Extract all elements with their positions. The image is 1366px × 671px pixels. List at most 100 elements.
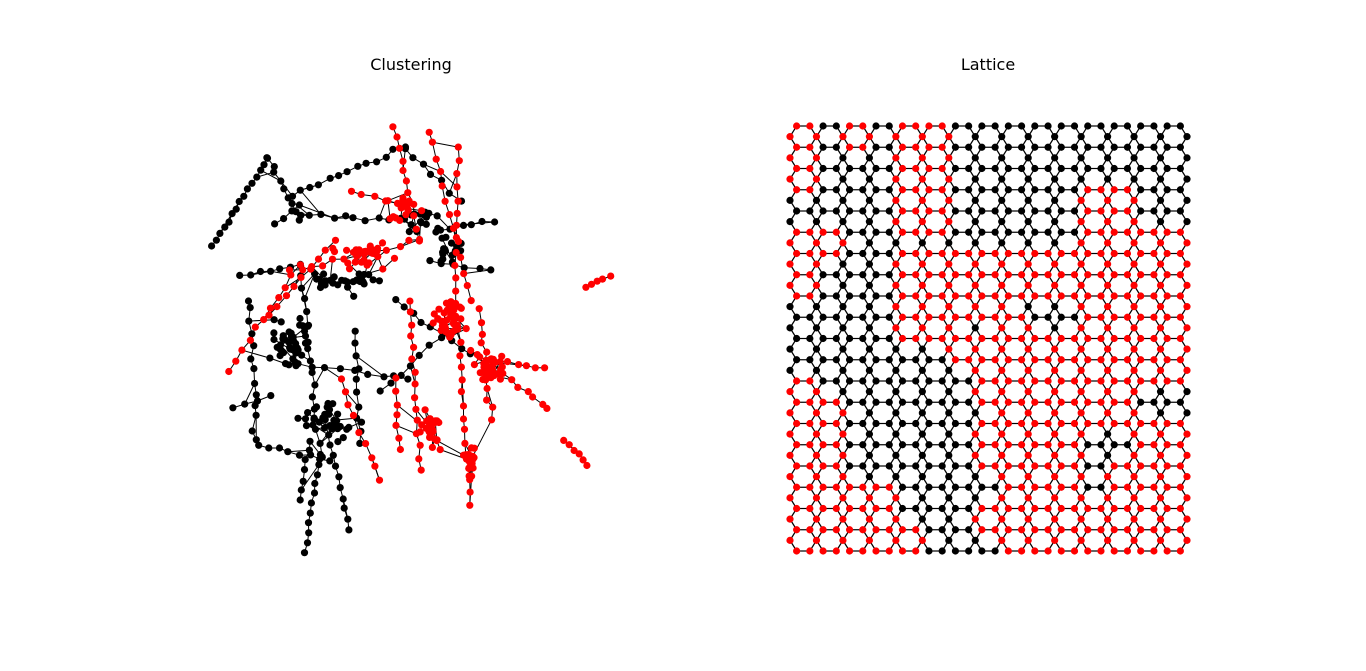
lattice-node-black [918, 451, 926, 459]
lattice-node-red [912, 526, 920, 534]
lattice-node-black [1183, 218, 1191, 226]
lattice-node-red [1070, 356, 1079, 364]
clustering-node-red [406, 308, 414, 316]
clustering-node-red [384, 197, 392, 205]
lattice-node-red [865, 536, 874, 544]
lattice-node-red [1163, 334, 1171, 343]
lattice-node-black [832, 334, 840, 343]
lattice-node-red [1150, 526, 1158, 534]
lattice-node-red [918, 196, 926, 204]
lattice-node-red [1156, 345, 1165, 353]
lattice-node-black [1031, 186, 1039, 194]
lattice-node-red [1156, 473, 1165, 481]
lattice-node-black [965, 143, 973, 151]
lattice-node-black [859, 441, 867, 449]
lattice-node-black [1051, 154, 1059, 162]
clustering-node-black [339, 495, 347, 503]
lattice-node-black [1104, 451, 1112, 459]
lattice-node-black [859, 398, 867, 406]
lattice-node-black [951, 419, 960, 428]
lattice-node-red [1017, 462, 1026, 470]
lattice-node-black [865, 409, 874, 417]
lattice-node-red [812, 515, 821, 523]
clustering-node-red [396, 216, 404, 224]
lattice-node-black [872, 334, 880, 343]
clustering-node-black [311, 381, 319, 389]
clustering-node-red [408, 355, 416, 363]
lattice-node-red [885, 504, 893, 513]
lattice-node-red [1017, 271, 1026, 279]
lattice-node-red [1104, 345, 1112, 353]
lattice-node-black [912, 356, 920, 364]
lattice-node-black [1130, 175, 1138, 183]
clustering-node-red [529, 393, 537, 401]
lattice-node-red [991, 292, 999, 300]
clustering-node-black [305, 529, 313, 537]
lattice-node-red [786, 494, 794, 502]
lattice-node-black [918, 430, 926, 438]
lattice-node-red [1110, 547, 1118, 555]
clustering-node-black [458, 345, 466, 353]
clustering-node-red [477, 319, 486, 327]
lattice-node-red [1104, 473, 1112, 481]
lattice-node-red [945, 218, 953, 226]
lattice-node-black [786, 345, 794, 353]
lattice-node-black [1051, 303, 1059, 311]
lattice-node-red [1051, 281, 1059, 289]
lattice-node-black [1031, 122, 1039, 130]
lattice-node-red [1150, 249, 1158, 258]
lattice-node-red [793, 377, 801, 385]
lattice-node-black [951, 462, 960, 470]
lattice-node-black [918, 345, 926, 353]
clustering-edge [304, 273, 316, 299]
clustering-node-black [405, 228, 413, 236]
clustering-node-red [579, 456, 587, 464]
lattice-node-red [1163, 228, 1171, 236]
lattice-node-black [1104, 133, 1112, 141]
lattice-node-black [898, 398, 907, 406]
lattice-node-red [1097, 271, 1105, 279]
lattice-node-red [998, 515, 1006, 523]
clustering-node-black [335, 473, 343, 481]
lattice-node-black [1104, 430, 1112, 438]
lattice-node-black [991, 143, 999, 151]
lattice-node-black [865, 473, 874, 481]
clustering-node-black [351, 339, 359, 347]
clustering-node-black [369, 276, 377, 284]
lattice-node-red [1110, 249, 1118, 258]
lattice-node-black [945, 536, 953, 544]
clustering-node-red [531, 364, 539, 372]
lattice-node-black [786, 303, 794, 311]
lattice-node-red [1044, 377, 1052, 385]
clustering-node-red [483, 396, 491, 404]
lattice-node-red [859, 504, 867, 513]
lattice-node-red [998, 536, 1006, 544]
lattice-node-black [951, 526, 960, 534]
clustering-node-black [246, 304, 254, 312]
lattice-node-red [1044, 441, 1052, 449]
clustering-node-red [415, 235, 424, 244]
lattice-node-red [1183, 473, 1191, 481]
lattice-node-black [925, 504, 933, 513]
lattice-node-red [1017, 356, 1026, 364]
clustering-edge [244, 383, 256, 405]
lattice-node-red [1156, 281, 1165, 289]
lattice-node-red [945, 345, 953, 353]
clustering-node-red [251, 323, 259, 331]
clustering-node-black [260, 161, 268, 169]
lattice-node-black [845, 356, 854, 364]
clustering-node-red [366, 244, 374, 252]
lattice-node-red [1070, 334, 1079, 343]
lattice-node-black [845, 462, 854, 470]
lattice-node-red [978, 313, 986, 321]
lattice-node-black [892, 388, 900, 396]
clustering-node-black [263, 154, 272, 162]
lattice-node-red [1044, 526, 1052, 534]
clustering-node-black [326, 441, 334, 449]
lattice-node-black [998, 239, 1006, 247]
lattice-node-black [978, 207, 986, 215]
lattice-node-red [1097, 249, 1105, 258]
lattice-node-black [1123, 122, 1132, 130]
lattice-node-red [1183, 494, 1191, 502]
lattice-node-red [912, 186, 920, 194]
